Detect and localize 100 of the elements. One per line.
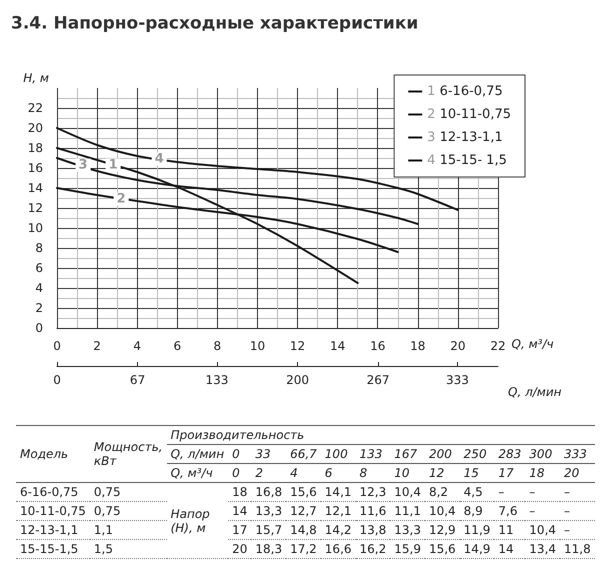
legend-label: 1 6-16-0,75 (427, 84, 503, 99)
x2-tick-label: 0 (53, 373, 61, 387)
x2-tick-label: 200 (286, 373, 309, 387)
x-tick-label: 16 (370, 339, 386, 353)
y-tick-label: 6 (35, 261, 43, 275)
text: 12,9 (424, 520, 460, 540)
text: 15 (460, 464, 494, 482)
text: 15,9 (390, 540, 425, 558)
x-tick-label: 10 (250, 339, 266, 353)
y-tick-label: 8 (35, 241, 43, 255)
text: 0,75 (90, 502, 167, 520)
text: – (494, 482, 526, 502)
text: 300 (525, 444, 560, 464)
x-tick-label: 2 (93, 339, 101, 353)
text: 16,8 (251, 482, 286, 502)
text: 13,3 (390, 520, 425, 540)
text: 1,5 (90, 540, 167, 558)
text: 14,8 (286, 520, 321, 540)
text: 13,3 (251, 502, 286, 520)
text: 33 (251, 444, 286, 464)
text: 12-13-1,1 (16, 520, 90, 540)
text: Напор (Н), м (166, 482, 228, 558)
x2-tick-label: 267 (366, 373, 390, 387)
text: – (525, 502, 560, 520)
text: 10,4 (390, 482, 425, 502)
x-tick-label: 18 (410, 339, 426, 353)
text: 14 (494, 540, 526, 558)
text: 0 (228, 444, 252, 464)
text: 0,75 (90, 482, 167, 502)
x-tick-label: 14 (330, 339, 346, 353)
legend-label: 2 10-11-0,75 (427, 107, 512, 122)
x-tick-label: 20 (450, 339, 466, 353)
text: 250 (460, 444, 494, 464)
text: 11,8 (560, 540, 595, 558)
text: – (560, 482, 595, 502)
legend-label: 3 12-13-1,1 (427, 130, 503, 145)
text: 8,9 (460, 502, 494, 520)
y-tick-label: 14 (28, 181, 43, 195)
text: – (560, 502, 595, 520)
text: 15-15-1,5 (16, 540, 90, 558)
text: 66,7 (286, 444, 321, 464)
text: 13,8 (356, 520, 390, 540)
text: Q, л/мин (166, 444, 228, 464)
text: 333 (560, 444, 595, 464)
text: 16,6 (320, 540, 356, 558)
text: 14 (228, 502, 252, 520)
text: Мощность, кВт (90, 426, 167, 482)
text: 14,9 (460, 540, 494, 558)
text: Модель (16, 426, 90, 482)
y-tick-label: 10 (28, 221, 43, 235)
text: Производительность (166, 426, 595, 444)
text: 18,3 (251, 540, 286, 558)
x-axis-title: Q, м³/ч (512, 337, 554, 351)
text: 10 (390, 464, 425, 482)
text: 10,4 (424, 502, 460, 520)
text: 18 (525, 464, 560, 482)
x-tick-label: 0 (53, 339, 61, 353)
y-tick-label: 22 (28, 101, 43, 115)
text: 10-11-0,75 (16, 502, 90, 520)
annotation: 4 (154, 152, 164, 166)
text: 11 (494, 520, 526, 540)
text: 4,5 (460, 482, 494, 502)
text: 17 (228, 520, 252, 540)
text: 11,9 (460, 520, 494, 540)
y-tick-label: 4 (35, 281, 43, 295)
x-tick-label: 4 (133, 339, 141, 353)
text: 15,6 (286, 482, 321, 502)
text: 200 (424, 444, 460, 464)
text: 100 (320, 444, 356, 464)
legend-label: 4 15-15- 1,5 (427, 153, 507, 168)
chart-title: 3.4. Напорно-расходные характеристики (11, 14, 418, 34)
x2-tick-label: 67 (130, 373, 146, 387)
text: – (560, 520, 595, 540)
text: 12,7 (286, 502, 321, 520)
text: 15,6 (424, 540, 460, 558)
annotation: 3 (78, 158, 88, 172)
text: 17 (494, 464, 526, 482)
text: Q, м³/ч (166, 464, 228, 482)
text: 18 (228, 482, 252, 502)
x-tick-label: 22 (490, 339, 506, 353)
y-tick-label: 0 (35, 321, 43, 335)
text: 7,6 (494, 502, 526, 520)
text: 11,6 (356, 502, 390, 520)
text: 10,4 (525, 520, 560, 540)
y-tick-label: 18 (28, 141, 43, 155)
text: 6-16-0,75 (16, 482, 90, 502)
x-tick-label: 6 (173, 339, 182, 353)
text: 8,2 (424, 482, 460, 502)
annotation: 2 (116, 192, 126, 206)
y-tick-label: 2 (35, 301, 43, 315)
text: 12 (424, 464, 460, 482)
annotation: 1 (108, 158, 118, 172)
text: 14,2 (320, 520, 356, 540)
x-tick-label: 8 (214, 339, 222, 353)
text: 283 (494, 444, 526, 464)
text: – (525, 482, 560, 502)
x2-axis-title: Q, л/мин (508, 385, 562, 399)
text: 14,1 (320, 482, 356, 502)
text: 20 (560, 464, 595, 482)
text: 15,7 (251, 520, 286, 540)
